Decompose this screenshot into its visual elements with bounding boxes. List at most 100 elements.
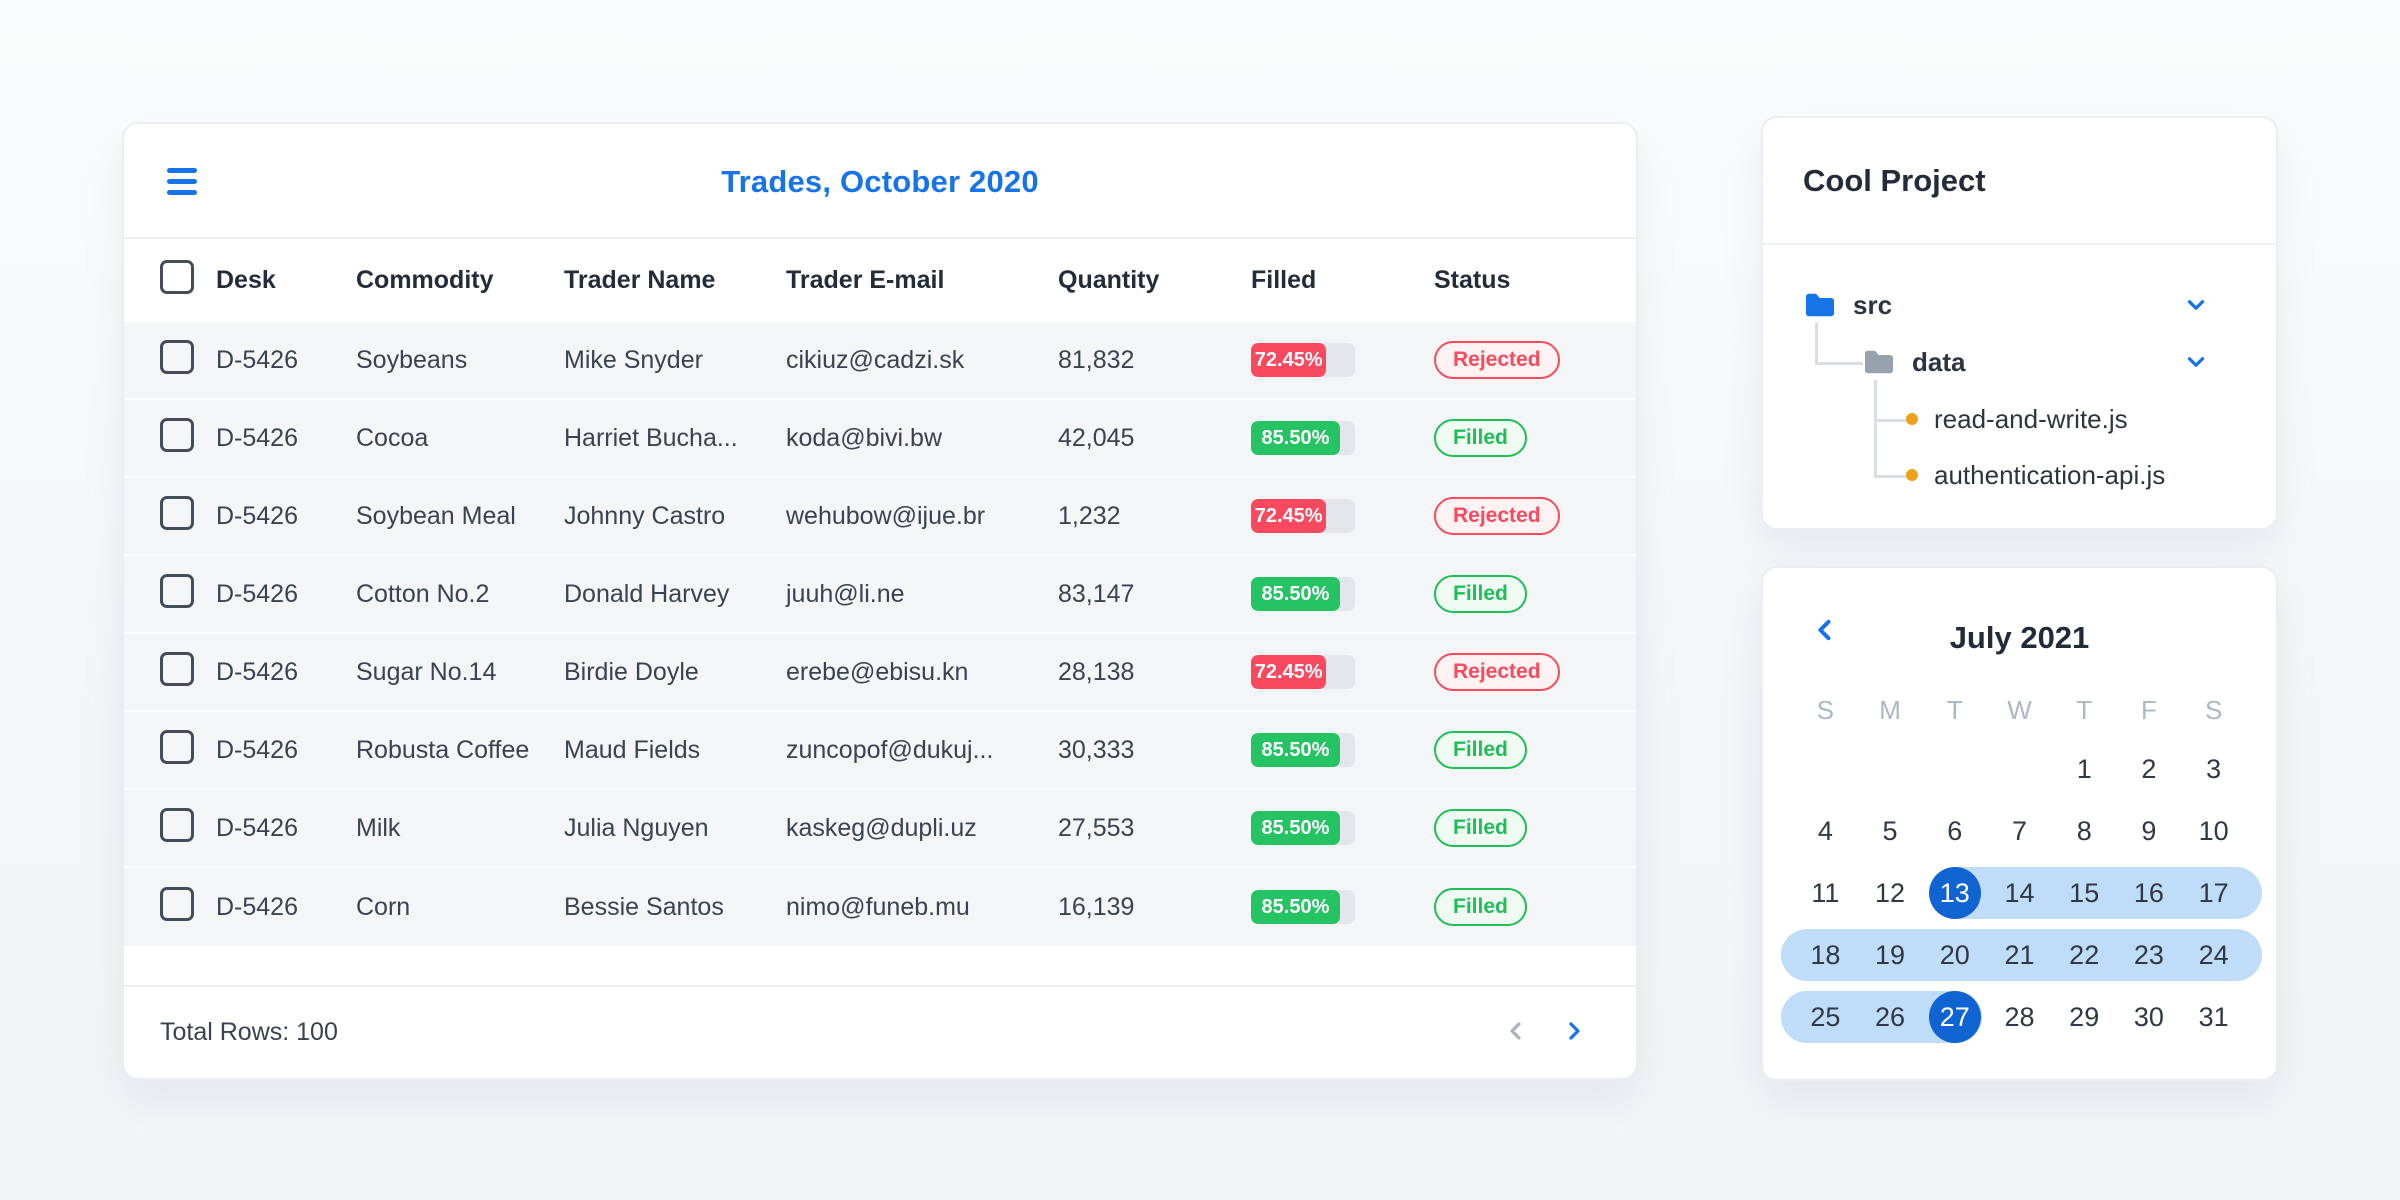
project-title: Cool Project <box>1763 118 2276 245</box>
calendar-day-empty <box>1858 738 1923 800</box>
calendar-day-empty <box>1922 738 1987 800</box>
calendar-day[interactable]: 21 <box>2004 939 2035 970</box>
calendar-day[interactable]: 4 <box>1817 815 1833 846</box>
chevron-down-icon[interactable] <box>2183 292 2209 318</box>
row-checkbox[interactable] <box>160 417 194 452</box>
status-badge: Filled <box>1434 575 1527 613</box>
calendar-day[interactable]: 15 <box>2069 877 2100 908</box>
calendar-day[interactable]: 8 <box>2076 815 2092 846</box>
table-row: D-5426 Cotton No.2 Donald Harvey juuh@li… <box>124 556 1636 634</box>
trades-table-card: Trades, October 2020 Desk Commodity Trad… <box>122 122 1638 1080</box>
status-badge: Rejected <box>1434 653 1560 691</box>
cell-quantity: 42,045 <box>1058 423 1135 452</box>
file-name: authentication-api.js <box>1934 459 2166 490</box>
row-checkbox[interactable] <box>160 651 194 686</box>
calendar-day-empty <box>1987 738 2052 800</box>
filled-progress-value: 85.50% <box>1251 577 1340 611</box>
cell-desk: D-5426 <box>216 501 298 530</box>
row-checkbox[interactable] <box>160 573 194 608</box>
tree-folder-data[interactable]: data <box>1862 346 1965 378</box>
cell-trader-email: nimo@funeb.mu <box>786 892 970 921</box>
cell-desk: D-5426 <box>216 579 298 608</box>
weekday-label: S <box>1816 694 1835 725</box>
calendar-day[interactable]: 13 <box>1922 862 1987 924</box>
calendar-day[interactable]: 28 <box>2004 1001 2035 1032</box>
cell-commodity: Milk <box>356 813 401 842</box>
filled-progress-bar: 85.50% <box>1251 421 1355 455</box>
column-header-commodity: Commodity <box>356 266 494 294</box>
calendar-day[interactable]: 18 <box>1810 939 1841 970</box>
cell-trader-name: Birdie Doyle <box>564 657 699 686</box>
tree-file[interactable]: read-and-write.js <box>1906 403 2128 435</box>
cell-trader-email: cikiuz@cadzi.sk <box>786 345 965 374</box>
calendar-day[interactable]: 30 <box>2133 1001 2164 1032</box>
select-all-checkbox[interactable] <box>160 260 194 294</box>
menu-icon[interactable] <box>167 168 197 195</box>
calendar-day[interactable]: 24 <box>2198 939 2229 970</box>
cell-trader-name: Donald Harvey <box>564 579 730 608</box>
tree-connector <box>1815 362 1863 365</box>
calendar-day[interactable]: 29 <box>2069 1001 2100 1032</box>
calendar-day[interactable]: 6 <box>1947 815 1963 846</box>
chevron-left-icon <box>1510 1022 1521 1040</box>
calendar-day[interactable]: 12 <box>1875 877 1906 908</box>
previous-month-button[interactable] <box>1811 616 1839 644</box>
filled-progress-bar: 72.45% <box>1251 655 1355 689</box>
calendar-day[interactable]: 2 <box>2141 753 2157 784</box>
filled-progress-value: 85.50% <box>1251 890 1340 924</box>
row-checkbox[interactable] <box>160 339 194 374</box>
tree-file[interactable]: authentication-api.js <box>1906 459 2165 491</box>
row-checkbox[interactable] <box>160 807 194 842</box>
calendar-day[interactable]: 31 <box>2198 1001 2229 1032</box>
cell-desk: D-5426 <box>216 423 298 452</box>
calendar-month-title: July 2021 <box>1949 620 2090 655</box>
filled-progress-value: 85.50% <box>1251 733 1340 767</box>
column-header-quantity: Quantity <box>1058 266 1160 294</box>
calendar-day[interactable]: 20 <box>1939 939 1970 970</box>
calendar-day[interactable]: 10 <box>2198 815 2229 846</box>
calendar-day[interactable]: 27 <box>1922 986 1987 1048</box>
calendar-day[interactable]: 16 <box>2133 877 2164 908</box>
cell-trader-email: wehubow@ijue.br <box>786 501 986 530</box>
calendar-day[interactable]: 25 <box>1810 1001 1841 1032</box>
table-column-header-row: Desk Commodity Trader Name Trader E-mail… <box>124 239 1636 322</box>
calendar-day[interactable]: 14 <box>2004 877 2035 908</box>
cell-trader-email: koda@bivi.bw <box>786 423 943 452</box>
previous-page-button[interactable] <box>1502 1019 1530 1047</box>
tree-folder-src[interactable]: src <box>1803 289 1892 321</box>
filled-progress-bar: 85.50% <box>1251 733 1355 767</box>
row-checkbox[interactable] <box>160 886 194 921</box>
weekday-label: M <box>1879 694 1901 725</box>
calendar-day[interactable]: 17 <box>2198 877 2229 908</box>
row-checkbox[interactable] <box>160 729 194 764</box>
calendar-day[interactable]: 3 <box>2206 753 2222 784</box>
calendar-day[interactable]: 23 <box>2133 939 2164 970</box>
cell-quantity: 1,232 <box>1058 501 1121 530</box>
next-page-button[interactable] <box>1560 1019 1588 1047</box>
cell-desk: D-5426 <box>216 735 298 764</box>
calendar-day[interactable]: 9 <box>2141 815 2157 846</box>
cell-trader-email: erebe@ebisu.kn <box>786 657 969 686</box>
cell-trader-name: Julia Nguyen <box>564 813 709 842</box>
calendar-week-row: 18 19 20 21 22 23 24 <box>1793 924 2246 986</box>
calendar-day[interactable]: 5 <box>1882 815 1898 846</box>
cell-desk: D-5426 <box>216 892 298 921</box>
calendar-day[interactable]: 19 <box>1875 939 1906 970</box>
calendar-day[interactable]: 1 <box>2076 753 2092 784</box>
cell-quantity: 83,147 <box>1058 579 1135 608</box>
chevron-down-icon[interactable] <box>2183 349 2209 375</box>
file-dot-icon <box>1906 469 1918 481</box>
row-checkbox[interactable] <box>160 495 194 530</box>
selected-range-highlight <box>1930 867 2262 919</box>
calendar-day[interactable]: 11 <box>1811 877 1840 908</box>
tree-connector <box>1874 419 1907 422</box>
calendar-day[interactable]: 26 <box>1875 1001 1906 1032</box>
cell-trader-name: Johnny Castro <box>564 501 726 530</box>
table-row: D-5426 Soybeans Mike Snyder cikiuz@cadzi… <box>124 322 1636 400</box>
weekday-label: W <box>2007 694 2032 725</box>
calendar-day[interactable]: 7 <box>2011 815 2027 846</box>
tree-connector <box>1874 475 1907 478</box>
calendar-day[interactable]: 22 <box>2069 939 2100 970</box>
